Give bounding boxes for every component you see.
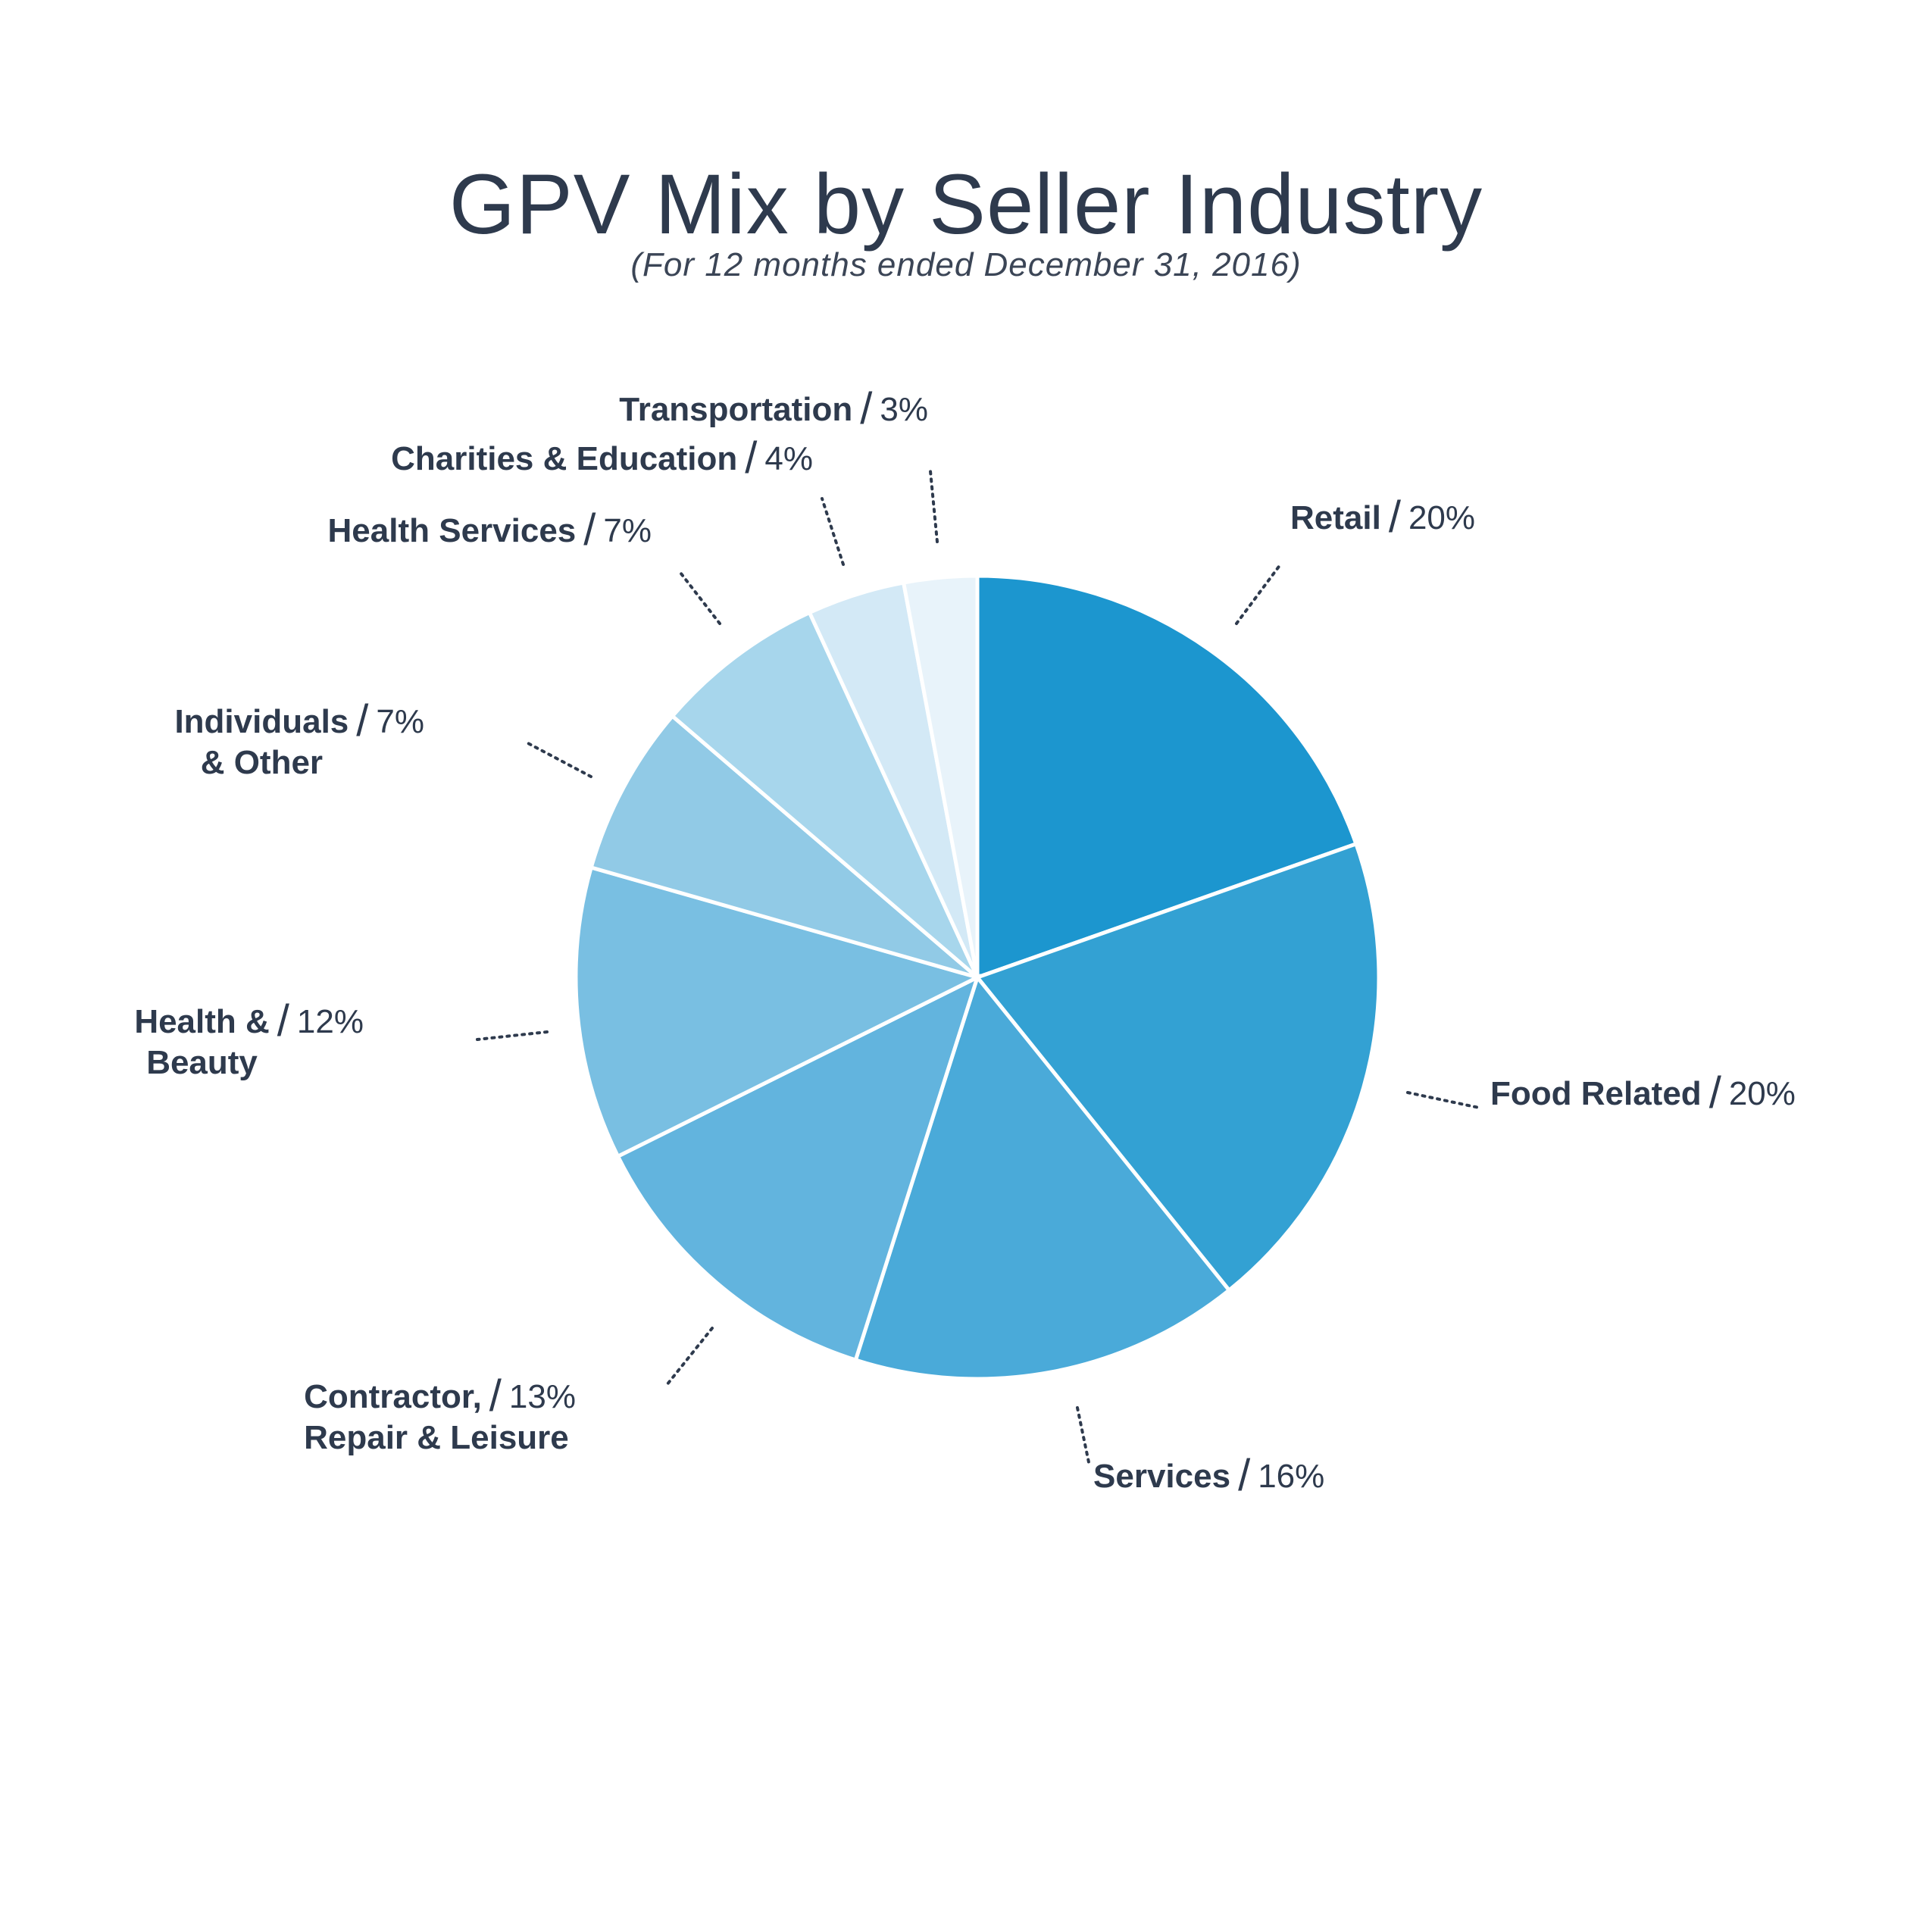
slice-label-line2: Beauty <box>146 1044 258 1081</box>
leader-line-2 <box>1076 1406 1090 1464</box>
slice-label-2: Services/16% <box>1093 1454 1325 1498</box>
slash-separator: / <box>1388 492 1401 542</box>
slice-value-label: 20% <box>1728 1075 1796 1112</box>
slice-label-3: Contractor,/13% Repair & Leisure <box>304 1374 576 1458</box>
slice-label-text: Transportation <box>619 391 853 428</box>
slice-label-line1: Charities & Education/4% <box>391 436 813 480</box>
slice-label-4: Health &/12% Beauty <box>134 999 364 1083</box>
slice-label-line2: & Other <box>200 744 324 781</box>
slice-value-label: 12% <box>296 1003 364 1040</box>
slice-label-text: Services <box>1093 1458 1231 1495</box>
slice-value-label: 13% <box>508 1378 576 1415</box>
slice-label-text: Health & <box>134 1003 270 1040</box>
slice-value-label: 7% <box>603 512 652 549</box>
slice-label-line1: Contractor,/13% <box>304 1374 576 1418</box>
slash-separator: / <box>745 433 758 483</box>
leader-line-0 <box>1235 563 1282 625</box>
chart-title: GPV Mix by Seller Industry <box>449 157 1483 252</box>
pie-slice-8 <box>901 574 980 978</box>
slice-label-6: Health Services/7% <box>327 508 652 552</box>
slice-label-text: Charities & Education <box>391 440 738 477</box>
slice-value-label: 16% <box>1258 1458 1325 1495</box>
slash-separator: / <box>489 1371 502 1421</box>
pie-slice-3 <box>615 974 981 1363</box>
slice-label-line1: Transportation/3% <box>619 387 928 431</box>
leader-line-6 <box>677 568 721 625</box>
pie-slice-2 <box>853 973 1232 1381</box>
slash-separator: / <box>860 384 873 433</box>
slash-separator: / <box>356 696 369 746</box>
slash-separator: / <box>1708 1068 1721 1118</box>
slice-label-line1: Individuals/7% <box>174 699 424 743</box>
slice-label-line1: Health &/12% <box>134 999 364 1043</box>
leader-line-5 <box>525 741 592 778</box>
slice-label-text: Retail <box>1290 499 1381 536</box>
slice-label-line2: Repair & Leisure <box>304 1419 569 1456</box>
slice-value-label: 20% <box>1408 499 1476 536</box>
slice-label-line1: Food Related/20% <box>1490 1071 1796 1115</box>
slice-label-1: Food Related/20% <box>1490 1071 1796 1115</box>
slice-label-line1: Retail/20% <box>1290 496 1476 539</box>
slice-value-label: 3% <box>880 391 928 428</box>
leader-line-8 <box>929 470 939 543</box>
slice-label-line1: Health Services/7% <box>327 508 652 552</box>
leader-line-3 <box>665 1327 714 1386</box>
slice-label-text: Health Services <box>327 512 577 549</box>
slash-separator: / <box>1238 1451 1251 1500</box>
slice-label-text: Contractor, <box>304 1378 482 1415</box>
slice-label-8: Transportation/3% <box>619 387 928 431</box>
chart-subtitle: (For 12 months ended December 31, 2016) <box>630 246 1302 283</box>
leader-line-4 <box>476 1030 549 1041</box>
pie-slice-4 <box>574 864 983 1159</box>
slice-label-line1: Services/16% <box>1093 1454 1325 1498</box>
slice-label-text: Individuals <box>174 703 349 740</box>
pie-slice-5 <box>589 713 979 980</box>
leader-line-1 <box>1406 1091 1480 1109</box>
slice-label-0: Retail/20% <box>1290 496 1476 539</box>
slice-label-5: Individuals/7% & Other <box>174 699 424 783</box>
slice-label-7: Charities & Education/4% <box>391 436 813 480</box>
slice-value-label: 7% <box>376 703 424 740</box>
slice-label-text: Food Related <box>1490 1075 1702 1112</box>
leader-line-7 <box>821 497 845 566</box>
pie-slice-1 <box>974 841 1381 1293</box>
pie-slice-6 <box>669 610 980 979</box>
slice-value-label: 4% <box>764 440 813 477</box>
leader-lines <box>476 470 1480 1464</box>
slash-separator: / <box>583 505 596 555</box>
slash-separator: / <box>277 996 289 1046</box>
pie-slices <box>574 574 1381 1381</box>
